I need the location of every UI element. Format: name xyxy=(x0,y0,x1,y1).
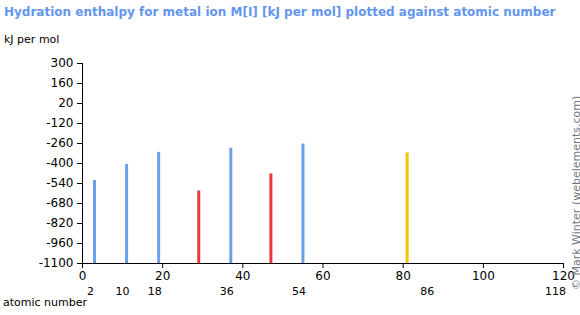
svg-text:-120: -120 xyxy=(46,116,73,130)
svg-text:100: 100 xyxy=(472,269,495,283)
html-text:Hydration enthalpy for metal i: Hydration enthalpy for metal ion M[I] [k… xyxy=(4,5,556,19)
svg-text:40: 40 xyxy=(235,269,250,283)
svg-text:120: 120 xyxy=(552,269,575,283)
svg-text:10: 10 xyxy=(116,285,130,298)
svg-text:-1100: -1100 xyxy=(39,256,74,270)
svg-text:-680: -680 xyxy=(46,196,73,210)
svg-text:-960: -960 xyxy=(46,236,73,250)
html-text:atomic number: atomic number xyxy=(3,296,87,309)
svg-text:86: 86 xyxy=(420,285,434,298)
svg-text:20: 20 xyxy=(155,269,170,283)
svg-text:160: 160 xyxy=(51,76,74,90)
svg-text:2: 2 xyxy=(87,285,94,298)
svg-text:300: 300 xyxy=(51,56,74,70)
svg-text:-260: -260 xyxy=(46,136,73,150)
svg-text:-540: -540 xyxy=(46,176,73,190)
svg-text:54: 54 xyxy=(292,285,306,298)
svg-text:80: 80 xyxy=(396,269,411,283)
svg-text:118: 118 xyxy=(545,285,566,298)
svg-text:60: 60 xyxy=(315,269,330,283)
svg-text:20: 20 xyxy=(58,96,73,110)
svg-text:18: 18 xyxy=(148,285,162,298)
html-text:kJ per mol: kJ per mol xyxy=(4,33,60,46)
svg-text:0: 0 xyxy=(79,269,87,283)
svg-text:-400: -400 xyxy=(46,156,73,170)
svg-text:-820: -820 xyxy=(46,216,73,230)
svg-text:36: 36 xyxy=(220,285,234,298)
